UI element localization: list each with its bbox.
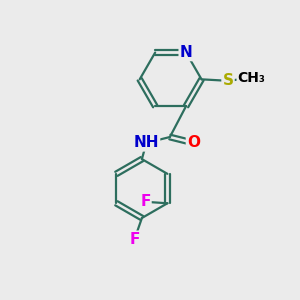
Text: S: S: [223, 73, 233, 88]
Text: F: F: [140, 194, 151, 209]
Text: CH₃: CH₃: [238, 71, 266, 85]
Text: O: O: [187, 135, 200, 150]
Text: NH: NH: [134, 135, 159, 150]
Text: N: N: [180, 45, 192, 60]
Text: F: F: [129, 232, 140, 247]
